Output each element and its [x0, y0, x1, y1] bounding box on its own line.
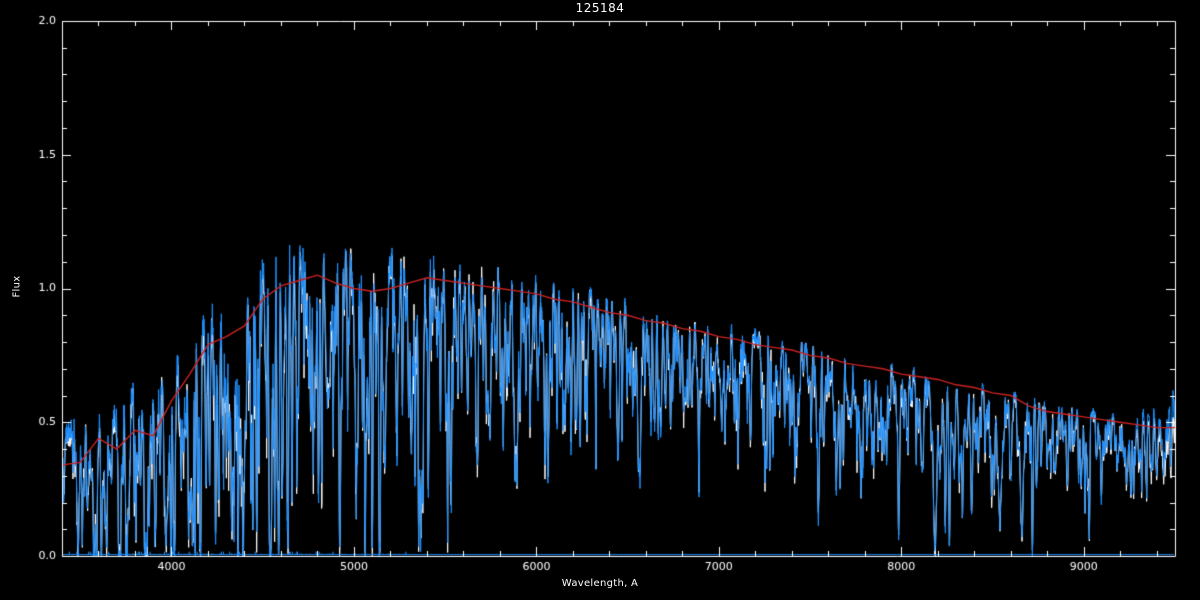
spectrum-plot-window: 125184 Wavelength, A Flux: [0, 0, 1200, 600]
spectrum-plot-canvas: [0, 0, 1200, 600]
